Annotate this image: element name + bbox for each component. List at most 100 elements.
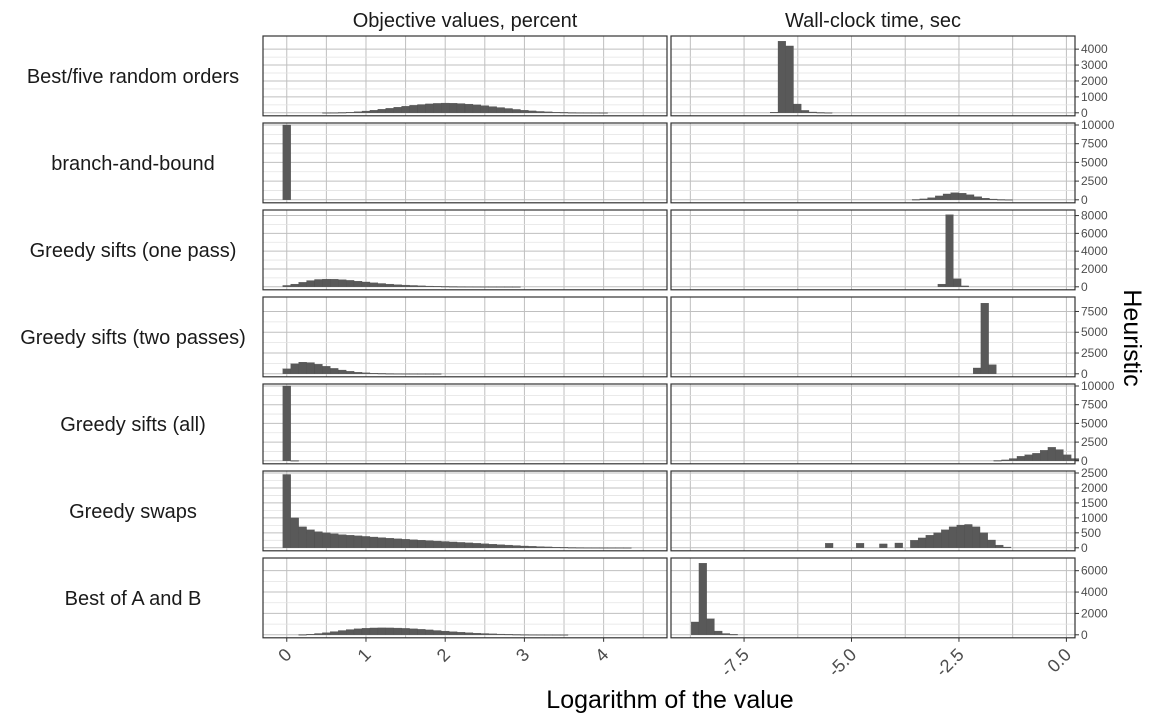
histogram-bar [417,373,426,375]
facet-panel [262,35,668,117]
histogram-bar [361,628,371,635]
histogram-bar [496,286,505,288]
histogram-bar [1001,459,1010,461]
histogram-bar [607,547,616,549]
histogram-bar [512,545,521,548]
histogram-bar [393,538,402,548]
histogram-bar [306,362,315,374]
histogram-bar [369,536,379,548]
histogram-bar [346,371,355,374]
histogram-bar [972,526,981,548]
histogram-bar [338,630,347,635]
histogram-bar [1040,450,1049,461]
x-tick-label: -2.5 [932,644,968,680]
panel-background [671,471,1075,551]
panel-border [262,35,668,117]
histogram-bar [599,547,608,549]
histogram-bar [385,373,394,375]
panel-background [671,210,1075,290]
x-tick-label: -7.5 [717,644,753,680]
histogram-bar [464,542,474,548]
histogram-bar [729,634,738,636]
histogram-bar [409,285,418,287]
histogram-bar [512,286,521,288]
histogram-bar [401,373,410,375]
y-tick-label: 2000 [1081,481,1108,495]
histogram-bar [377,627,386,635]
panel-border [670,296,1076,378]
histogram-bar [290,460,299,462]
histogram-bar [480,286,489,288]
y-tick-label: 2500 [1081,466,1108,480]
histogram-bar [441,541,450,548]
histogram-bar [433,103,442,113]
histogram-bar [306,280,315,287]
histogram-bar [512,634,521,636]
y-tick-label: 7500 [1081,137,1108,151]
histogram-bar [449,286,458,288]
histogram-bar [960,285,969,287]
histogram-bar [528,546,537,548]
histogram-bar [282,385,291,461]
histogram-bar [361,536,371,548]
histogram-bar [385,283,394,287]
histogram-bar [480,543,489,548]
histogram-bar [282,368,291,374]
histogram-bar [956,524,965,548]
histogram-bar [464,632,474,635]
histogram-bar [298,282,307,287]
histogram-bar [401,106,410,113]
histogram-bar [995,544,1004,548]
histogram-bar [353,281,363,287]
histogram-bar [1032,453,1041,461]
histogram-bar [409,105,418,113]
histogram-bar [964,524,973,548]
histogram-bar [464,286,474,288]
histogram-bar [480,105,489,113]
histogram-bar [910,540,919,548]
histogram-bar [322,532,331,548]
histogram-bar [282,474,291,548]
histogram-bar [314,279,323,287]
histogram-bar [409,628,418,635]
histogram-bar [330,112,339,114]
histogram-bar [353,111,363,113]
histogram-bar [801,110,810,113]
y-tick-label: 0 [1081,367,1088,381]
y-tick-label: 4000 [1081,244,1108,258]
histogram-bar [417,104,426,113]
histogram-bar [504,286,513,288]
panel-background [263,210,667,290]
histogram-bar [1004,199,1013,201]
histogram-bar [361,372,371,374]
x-tick-label: 3 [512,644,533,665]
histogram-bar [591,547,600,549]
panel-border [262,296,668,378]
histogram-bar [496,107,505,113]
histogram-bar [425,373,434,375]
histogram-bar [290,283,299,287]
histogram-bar [942,193,951,200]
panel-background [671,558,1075,638]
histogram-bar [298,634,307,636]
histogram-bar [785,45,794,113]
histogram-bar [338,279,347,287]
histogram-bar [714,630,723,635]
panel-background [671,297,1075,377]
row-label: Best/five random orders [27,66,239,88]
histogram-bar [911,199,920,201]
histogram-bar [488,544,497,548]
histogram-bar [282,285,291,287]
histogram-bar [1063,454,1072,461]
histogram-bar [456,632,466,635]
histogram-bar [361,110,371,113]
histogram-bar [338,534,347,548]
row-label: branch-and-bound [51,153,214,175]
histogram-bar [793,103,802,113]
histogram-bar [591,112,600,114]
row-label: Greedy sifts (all) [60,414,206,436]
x-tick-label: 0.0 [1043,644,1075,676]
row-label: Greedy sifts (one pass) [30,240,237,262]
panel-border [670,557,1076,639]
histogram-bar [536,634,545,636]
